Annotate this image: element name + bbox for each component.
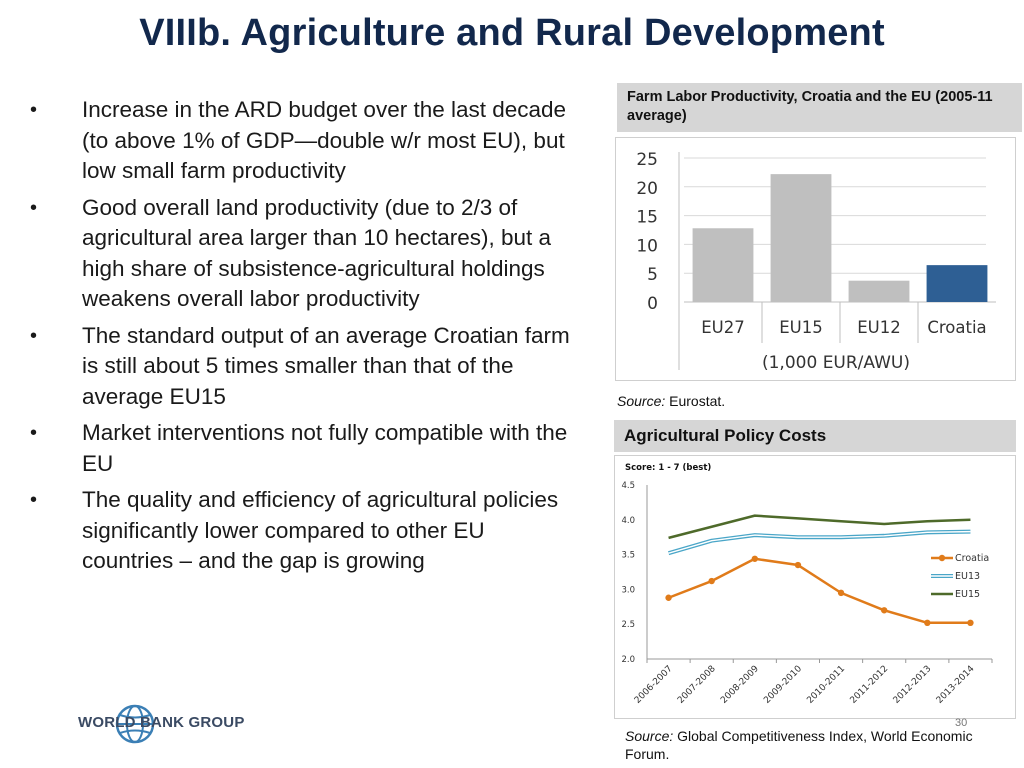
data-point-croatia [751, 555, 759, 562]
y-tick-label: 4.0 [621, 516, 635, 526]
y-tick-label: 25 [636, 150, 658, 170]
bar-eu12 [848, 280, 910, 302]
y-tick-label: 5 [647, 265, 658, 285]
bullet-text: The standard output of an average Croati… [82, 322, 570, 409]
x-tick-label: 2010-2011 [805, 664, 847, 706]
bullet-marker: • [30, 99, 38, 121]
x-tick-label: 2011-2012 [849, 664, 891, 706]
y-tick-label: 3.5 [621, 551, 635, 561]
bullet-item: • The quality and efficiency of agricultu… [20, 485, 580, 577]
x-tick-label: 2007-2008 [676, 664, 718, 706]
x-axis-label: (1,000 EUR/AWU) [762, 353, 910, 373]
legend-label: EU15 [955, 589, 980, 600]
data-point-croatia [967, 619, 974, 627]
bar-eu27 [692, 228, 754, 302]
bullet-item: • Good overall land productivity (due to … [20, 193, 580, 315]
legend-marker [938, 554, 946, 562]
data-point-croatia [665, 594, 672, 601]
series-line-inner-eu13 [668, 530, 971, 554]
bar-croatia [926, 265, 988, 302]
x-tick-label: 2008-2009 [719, 664, 761, 706]
bullet-text: Good overall land productivity (due to 2… [82, 194, 552, 312]
bar-eu15 [770, 174, 832, 302]
y-tick-label: 0 [647, 294, 658, 314]
data-point-croatia [794, 561, 802, 569]
source-label: Source: [617, 393, 666, 409]
bullet-item: • Market interventions not fully compatib… [20, 418, 580, 479]
productivity-chart: 0 5 10 15 20 25 EU27 EU15 EU12 Croatia (1,000 EUR/… [615, 137, 1016, 381]
series-line-croatia [668, 557, 971, 625]
productivity-chart-svg: 0 5 10 15 20 25 EU27 EU15 EU12 Croatia (1,000 EUR/… [636, 150, 996, 373]
globe-icon [115, 704, 155, 744]
policy-costs-chart-svg: Score: 1 - 7 (best) 2.0 2.5 3.0 3.5 4.0 4.5 200… [621, 463, 993, 706]
source-label: Source: [625, 728, 674, 744]
logo-text: WORLD BANK GROUP [78, 714, 245, 731]
legend-label: EU13 [955, 571, 980, 582]
policy-costs-header: Agricultural Policy Costs [614, 420, 1016, 452]
x-tick-label: 2006-2007 [633, 664, 675, 706]
bullet-item: • The standard output of an average Croat… [20, 321, 580, 413]
data-point-croatia [708, 577, 715, 585]
bullet-marker: • [30, 324, 38, 347]
productivity-chart-source: Source: Eurostat. [617, 393, 725, 409]
series-line-eu13 [668, 529, 971, 556]
page-number: 30 [955, 717, 968, 729]
bullet-list: • Increase in the ARD budget over the las… [20, 95, 580, 583]
bullet-marker: • [30, 422, 38, 444]
x-tick-label: EU12 [857, 318, 901, 337]
y-tick-label: 10 [636, 236, 658, 256]
legend-label: Croatia [955, 553, 989, 564]
x-tick-label: EU27 [701, 318, 745, 337]
x-tick-label: EU15 [779, 318, 823, 337]
y-tick-label: 2.0 [621, 655, 635, 665]
x-tick-label: 2013-2014 [935, 664, 977, 706]
source-text: Global Competitiveness Index, World Econ… [625, 728, 973, 762]
y-tick-label: 3.0 [621, 585, 635, 595]
policy-costs-source: Source: Global Competitiveness Index, Wo… [625, 727, 1020, 763]
series-line-eu15 [668, 514, 971, 540]
bullet-marker: • [30, 489, 38, 511]
bullet-text: Market interventions not fully compatibl… [82, 420, 568, 476]
slide-title: VIIIb. Agriculture and Rural Development [139, 12, 885, 54]
bullet-text: The quality and efficiency of agricultur… [82, 487, 559, 573]
y-tick-label: 20 [636, 179, 658, 199]
x-tick-label: Croatia [927, 318, 986, 337]
x-tick-label: 2012-2013 [892, 664, 934, 706]
x-tick-label: 2009-2010 [762, 664, 804, 706]
data-point-croatia [880, 607, 888, 614]
productivity-chart-header: Farm Labor Productivity, Croatia and the… [617, 83, 1022, 132]
bullet-text: Increase in the ARD budget over the last… [82, 97, 567, 183]
bullet-item: • Increase in the ARD budget over the las… [20, 95, 580, 187]
y-tick-label: 4.5 [621, 481, 635, 491]
chart-title: Score: 1 - 7 (best) [625, 463, 711, 473]
bullet-marker: • [30, 196, 38, 219]
y-tick-label: 15 [636, 208, 658, 228]
y-tick-label: 2.5 [621, 620, 635, 630]
data-point-croatia [924, 619, 931, 627]
data-point-croatia [837, 589, 845, 597]
source-text: Eurostat. [669, 393, 726, 409]
policy-costs-chart: Score: 1 - 7 (best) 2.0 2.5 3.0 3.5 4.0 4.5 200… [614, 455, 1016, 719]
